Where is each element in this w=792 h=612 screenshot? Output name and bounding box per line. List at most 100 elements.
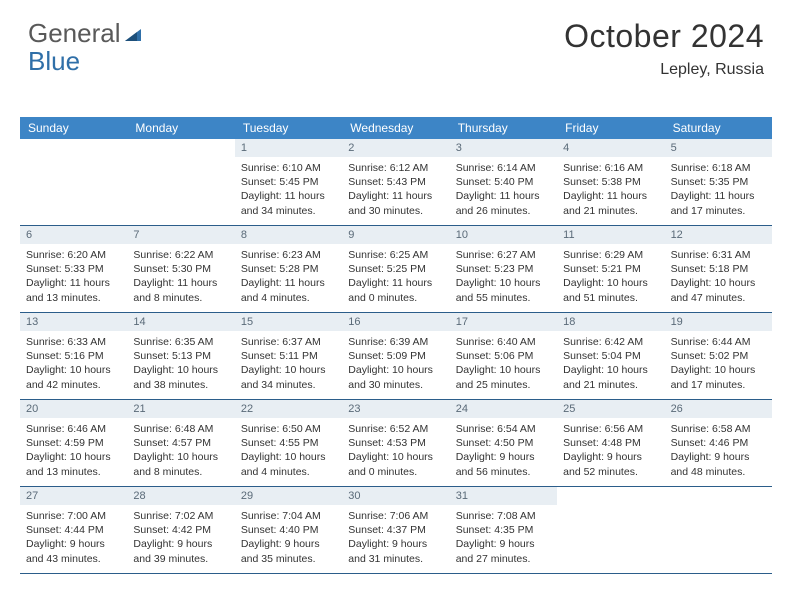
sunset-text: Sunset: 5:23 PM (456, 262, 551, 276)
day-number: 30 (342, 487, 449, 505)
sunset-text: Sunset: 4:50 PM (456, 436, 551, 450)
sunset-text: Sunset: 5:28 PM (241, 262, 336, 276)
day-details: Sunrise: 6:23 AMSunset: 5:28 PMDaylight:… (235, 244, 342, 309)
sunset-text: Sunset: 4:57 PM (133, 436, 228, 450)
sunrise-text: Sunrise: 6:40 AM (456, 335, 551, 349)
daylight-text: Daylight: 11 hours and 0 minutes. (348, 276, 443, 304)
calendar: SundayMondayTuesdayWednesdayThursdayFrid… (20, 117, 772, 574)
daylight-text: Daylight: 10 hours and 21 minutes. (563, 363, 658, 391)
day-cell: 15Sunrise: 6:37 AMSunset: 5:11 PMDayligh… (235, 313, 342, 399)
day-number: 14 (127, 313, 234, 331)
daylight-text: Daylight: 11 hours and 26 minutes. (456, 189, 551, 217)
sunset-text: Sunset: 5:25 PM (348, 262, 443, 276)
day-number: 7 (127, 226, 234, 244)
day-cell: 16Sunrise: 6:39 AMSunset: 5:09 PMDayligh… (342, 313, 449, 399)
week-row: 6Sunrise: 6:20 AMSunset: 5:33 PMDaylight… (20, 226, 772, 313)
day-cell: 7Sunrise: 6:22 AMSunset: 5:30 PMDaylight… (127, 226, 234, 312)
daylight-text: Daylight: 10 hours and 38 minutes. (133, 363, 228, 391)
day-details: Sunrise: 7:00 AMSunset: 4:44 PMDaylight:… (20, 505, 127, 570)
day-details: Sunrise: 6:18 AMSunset: 5:35 PMDaylight:… (665, 157, 772, 222)
day-details: Sunrise: 6:42 AMSunset: 5:04 PMDaylight:… (557, 331, 664, 396)
day-details: Sunrise: 6:31 AMSunset: 5:18 PMDaylight:… (665, 244, 772, 309)
sunrise-text: Sunrise: 6:50 AM (241, 422, 336, 436)
sunrise-text: Sunrise: 6:14 AM (456, 161, 551, 175)
day-cell: 8Sunrise: 6:23 AMSunset: 5:28 PMDaylight… (235, 226, 342, 312)
day-cell: 21Sunrise: 6:48 AMSunset: 4:57 PMDayligh… (127, 400, 234, 486)
sunrise-text: Sunrise: 6:33 AM (26, 335, 121, 349)
day-cell: 9Sunrise: 6:25 AMSunset: 5:25 PMDaylight… (342, 226, 449, 312)
sunset-text: Sunset: 5:09 PM (348, 349, 443, 363)
day-number: 5 (665, 139, 772, 157)
sunrise-text: Sunrise: 6:10 AM (241, 161, 336, 175)
daylight-text: Daylight: 10 hours and 17 minutes. (671, 363, 766, 391)
day-header: Sunday (20, 117, 127, 139)
sunset-text: Sunset: 5:04 PM (563, 349, 658, 363)
daylight-text: Daylight: 10 hours and 25 minutes. (456, 363, 551, 391)
day-cell (127, 139, 234, 225)
sunset-text: Sunset: 5:38 PM (563, 175, 658, 189)
day-cell: 27Sunrise: 7:00 AMSunset: 4:44 PMDayligh… (20, 487, 127, 573)
day-number: 27 (20, 487, 127, 505)
day-number: 31 (450, 487, 557, 505)
day-cell: 1Sunrise: 6:10 AMSunset: 5:45 PMDaylight… (235, 139, 342, 225)
sunset-text: Sunset: 5:18 PM (671, 262, 766, 276)
sunrise-text: Sunrise: 6:37 AM (241, 335, 336, 349)
sunrise-text: Sunrise: 7:06 AM (348, 509, 443, 523)
day-number: 21 (127, 400, 234, 418)
day-number: 16 (342, 313, 449, 331)
daylight-text: Daylight: 11 hours and 13 minutes. (26, 276, 121, 304)
day-header: Friday (557, 117, 664, 139)
day-number: 24 (450, 400, 557, 418)
day-cell: 25Sunrise: 6:56 AMSunset: 4:48 PMDayligh… (557, 400, 664, 486)
daylight-text: Daylight: 9 hours and 43 minutes. (26, 537, 121, 565)
sunset-text: Sunset: 4:55 PM (241, 436, 336, 450)
sunset-text: Sunset: 4:42 PM (133, 523, 228, 537)
day-headers-row: SundayMondayTuesdayWednesdayThursdayFrid… (20, 117, 772, 139)
logo-line2: Blue (28, 46, 80, 77)
day-details: Sunrise: 6:40 AMSunset: 5:06 PMDaylight:… (450, 331, 557, 396)
day-number: 18 (557, 313, 664, 331)
day-cell (557, 487, 664, 573)
day-details: Sunrise: 6:29 AMSunset: 5:21 PMDaylight:… (557, 244, 664, 309)
day-cell: 20Sunrise: 6:46 AMSunset: 4:59 PMDayligh… (20, 400, 127, 486)
daylight-text: Daylight: 11 hours and 4 minutes. (241, 276, 336, 304)
daylight-text: Daylight: 10 hours and 42 minutes. (26, 363, 121, 391)
sunrise-text: Sunrise: 6:54 AM (456, 422, 551, 436)
day-cell: 4Sunrise: 6:16 AMSunset: 5:38 PMDaylight… (557, 139, 664, 225)
sunrise-text: Sunrise: 6:29 AM (563, 248, 658, 262)
day-header: Wednesday (342, 117, 449, 139)
day-number: 2 (342, 139, 449, 157)
day-number: 19 (665, 313, 772, 331)
sunset-text: Sunset: 5:33 PM (26, 262, 121, 276)
day-cell: 19Sunrise: 6:44 AMSunset: 5:02 PMDayligh… (665, 313, 772, 399)
day-details: Sunrise: 7:06 AMSunset: 4:37 PMDaylight:… (342, 505, 449, 570)
day-cell: 2Sunrise: 6:12 AMSunset: 5:43 PMDaylight… (342, 139, 449, 225)
day-details: Sunrise: 7:04 AMSunset: 4:40 PMDaylight:… (235, 505, 342, 570)
day-number: 28 (127, 487, 234, 505)
sunrise-text: Sunrise: 6:56 AM (563, 422, 658, 436)
day-number: 15 (235, 313, 342, 331)
sunset-text: Sunset: 5:40 PM (456, 175, 551, 189)
sunset-text: Sunset: 4:37 PM (348, 523, 443, 537)
sunrise-text: Sunrise: 6:35 AM (133, 335, 228, 349)
week-row: 1Sunrise: 6:10 AMSunset: 5:45 PMDaylight… (20, 139, 772, 226)
day-number: 13 (20, 313, 127, 331)
daylight-text: Daylight: 9 hours and 56 minutes. (456, 450, 551, 478)
day-number: 26 (665, 400, 772, 418)
sunset-text: Sunset: 5:13 PM (133, 349, 228, 363)
day-number: 1 (235, 139, 342, 157)
day-cell: 17Sunrise: 6:40 AMSunset: 5:06 PMDayligh… (450, 313, 557, 399)
location: Lepley, Russia (564, 61, 764, 79)
day-details: Sunrise: 6:54 AMSunset: 4:50 PMDaylight:… (450, 418, 557, 483)
sunrise-text: Sunrise: 6:42 AM (563, 335, 658, 349)
sunset-text: Sunset: 4:40 PM (241, 523, 336, 537)
daylight-text: Daylight: 9 hours and 31 minutes. (348, 537, 443, 565)
day-details: Sunrise: 6:56 AMSunset: 4:48 PMDaylight:… (557, 418, 664, 483)
daylight-text: Daylight: 10 hours and 34 minutes. (241, 363, 336, 391)
day-cell: 31Sunrise: 7:08 AMSunset: 4:35 PMDayligh… (450, 487, 557, 573)
daylight-text: Daylight: 10 hours and 0 minutes. (348, 450, 443, 478)
daylight-text: Daylight: 9 hours and 27 minutes. (456, 537, 551, 565)
day-number: 20 (20, 400, 127, 418)
daylight-text: Daylight: 9 hours and 48 minutes. (671, 450, 766, 478)
sunset-text: Sunset: 4:48 PM (563, 436, 658, 450)
